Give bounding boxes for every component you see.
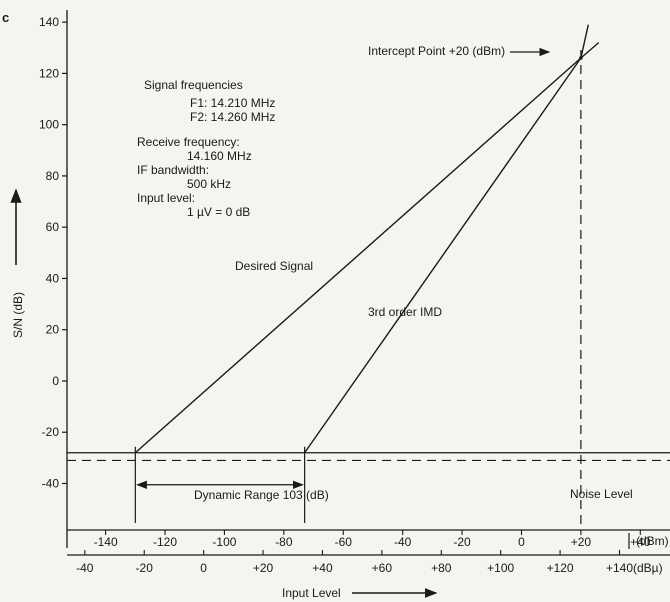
x-dbm-tick-label: -80 xyxy=(275,535,293,549)
x-dbuv-tick-label: 0 xyxy=(200,561,207,575)
intercept-label: Intercept Point +20 (dBm) xyxy=(368,44,505,58)
y-tick-label: 140 xyxy=(39,15,59,29)
x-dbuv-tick-label: +40 xyxy=(312,561,333,575)
dynamic-range-label: Dynamic Range 103 (dB) xyxy=(194,488,329,502)
desired-signal-label: Desired Signal xyxy=(235,259,313,273)
y-tick-label: 120 xyxy=(39,66,59,80)
info-line: Receive frequency: xyxy=(137,135,240,149)
x-dbm-tick-label: -140 xyxy=(94,535,118,549)
info-line: Input level: xyxy=(137,191,195,205)
x-dbuv-tick-label: +20 xyxy=(253,561,274,575)
x-dbm-tick-label: -40 xyxy=(394,535,412,549)
y-tick-label: 60 xyxy=(46,220,60,234)
panel-label: c xyxy=(2,10,9,25)
info-block: Signal frequencies F1: 14.210 MHz F2: 14… xyxy=(137,78,275,219)
info-line: IF bandwidth: xyxy=(137,163,209,177)
x-dbm-tick-label: -20 xyxy=(453,535,471,549)
x-dbuv-tick-label: -40 xyxy=(76,561,94,575)
y-tick-label: 100 xyxy=(39,118,59,132)
y-tick-label: 80 xyxy=(46,169,60,183)
noise-level-label: Noise Level xyxy=(570,487,633,501)
y-tick-label: -20 xyxy=(42,425,60,439)
info-line: F1: 14.210 MHz xyxy=(190,96,275,110)
info-line: 500 kHz xyxy=(187,177,231,191)
info-line: Signal frequencies xyxy=(144,78,243,92)
x-dbuv-tick-label: +120 xyxy=(547,561,574,575)
x-dbm-tick-label: -100 xyxy=(212,535,236,549)
dbm-unit-label: (dBm) xyxy=(636,534,669,548)
x-dbuv-tick-label: +60 xyxy=(372,561,393,575)
imd-label: 3rd order IMD xyxy=(368,305,442,319)
x-dbuv-tick-label: +100 xyxy=(487,561,514,575)
y-tick-label: 40 xyxy=(46,271,60,285)
info-line: 14.160 MHz xyxy=(187,149,252,163)
y-tick-label: 20 xyxy=(46,323,60,337)
x-dbm-tick-label: 0 xyxy=(518,535,525,549)
y-axis-label: S/N (dB) xyxy=(11,292,25,338)
x-dbm-tick-label: +40 xyxy=(630,535,651,549)
y-tick-label: -40 xyxy=(42,476,60,490)
x-dbm-tick-label: -120 xyxy=(153,535,177,549)
x-dbuv-tick-label: +80 xyxy=(431,561,452,575)
y-tick-label: 0 xyxy=(52,374,59,388)
x-dbm-tick-label: -60 xyxy=(335,535,353,549)
x-axis-label: Input Level xyxy=(282,586,341,600)
dbuv-unit-label: (dBµ) xyxy=(633,561,663,575)
info-line: F2: 14.260 MHz xyxy=(190,110,275,124)
x-dbuv-tick-label: +140 xyxy=(606,561,633,575)
info-line: 1 µV = 0 dB xyxy=(187,205,250,219)
intercept-point xyxy=(579,56,583,60)
x-dbm-tick-label: +20 xyxy=(571,535,592,549)
x-dbuv-tick-label: -20 xyxy=(136,561,154,575)
